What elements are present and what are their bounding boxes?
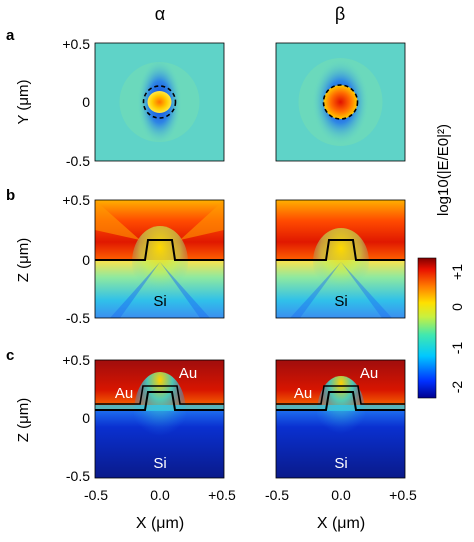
- x-tick-label: +0.5: [389, 487, 417, 503]
- y-tick-label: -0.5: [66, 310, 90, 326]
- x-tick-label: 0.0: [331, 487, 351, 503]
- colorbar-tick: +1: [449, 264, 465, 280]
- row-label-c: c: [6, 347, 14, 364]
- colorbar-title: log10(|E/E0|²): [435, 124, 452, 216]
- material-label-si-b-alpha: Si: [153, 293, 166, 310]
- panel-a-beta: [276, 43, 405, 161]
- panel-b-alpha: [95, 200, 224, 318]
- colorbar-tick: -2: [449, 381, 465, 394]
- y-tick-label: 0: [82, 410, 90, 426]
- y-axis-row-b: +0.5 0 -0.5 Z (μm): [15, 192, 90, 326]
- x-axis-beta: -0.5 0.0 +0.5 X (μm): [265, 487, 417, 532]
- substrate-profile-c-beta: [276, 391, 405, 411]
- y-axis-row-c: +0.5 0 -0.5 Z (μm): [15, 352, 90, 484]
- y-axis-title: Z (μm): [15, 238, 32, 282]
- y-tick-label: 0: [82, 94, 90, 110]
- material-label-au-left-c-beta: Au: [294, 385, 312, 402]
- x-axis-title: X (μm): [317, 515, 365, 532]
- panel-a-alpha-frame: [94, 42, 225, 162]
- x-tick-label: 0.0: [150, 487, 170, 503]
- panel-a-beta-frame: [275, 42, 406, 162]
- y-tick-label: +0.5: [62, 192, 90, 208]
- y-tick-label: -0.5: [66, 468, 90, 484]
- y-tick-label: 0: [82, 252, 90, 268]
- particle-outline-a-alpha: [142, 85, 177, 119]
- gold-film-outline-c-beta: [276, 385, 405, 405]
- colorbar-gradient: [417, 257, 437, 399]
- y-axis-title: Z (μm): [15, 398, 32, 442]
- x-tick-label: -0.5: [84, 487, 108, 503]
- material-label-si-c-beta: Si: [334, 455, 347, 472]
- gold-film-outline-c-alpha: [95, 385, 224, 405]
- particle-outline-a-beta: [322, 84, 359, 120]
- panel-c-beta-frame: [275, 359, 406, 479]
- material-label-si-b-beta: Si: [334, 293, 347, 310]
- y-tick-label: +0.5: [62, 36, 90, 52]
- substrate-profile-b-beta: [276, 239, 405, 261]
- substrate-profile-c-alpha: [95, 391, 224, 411]
- x-axis-alpha: -0.5 0.0 +0.5 X (μm): [84, 487, 236, 532]
- substrate-profile-b-alpha: [95, 239, 224, 261]
- panel-b-beta: [276, 200, 405, 318]
- y-axis-row-a: +0.5 0 -0.5 Y (μm): [15, 36, 90, 169]
- column-header-alpha: α: [155, 4, 165, 24]
- row-label-a: a: [6, 27, 15, 44]
- x-tick-label: -0.5: [265, 487, 289, 503]
- colorbar-tick: -1: [449, 342, 465, 355]
- panel-c-alpha-frame: [94, 359, 225, 479]
- column-header-beta: β: [335, 4, 345, 24]
- material-label-au-top-c-beta: Au: [360, 365, 378, 382]
- y-axis-title: Y (μm): [15, 79, 32, 124]
- y-tick-label: -0.5: [66, 153, 90, 169]
- material-label-au-top-c-alpha: Au: [179, 365, 197, 382]
- x-tick-label: +0.5: [208, 487, 236, 503]
- y-tick-label: +0.5: [62, 352, 90, 368]
- material-label-au-left-c-alpha: Au: [115, 385, 133, 402]
- colorbar-tick: 0: [449, 303, 465, 311]
- material-label-si-c-alpha: Si: [153, 455, 166, 472]
- panel-a-alpha: [95, 43, 224, 161]
- row-label-b: b: [6, 187, 15, 204]
- colorbar: +1 0 -1 -2 log10(|E/E0|²): [417, 124, 465, 399]
- x-axis-title: X (μm): [136, 515, 184, 532]
